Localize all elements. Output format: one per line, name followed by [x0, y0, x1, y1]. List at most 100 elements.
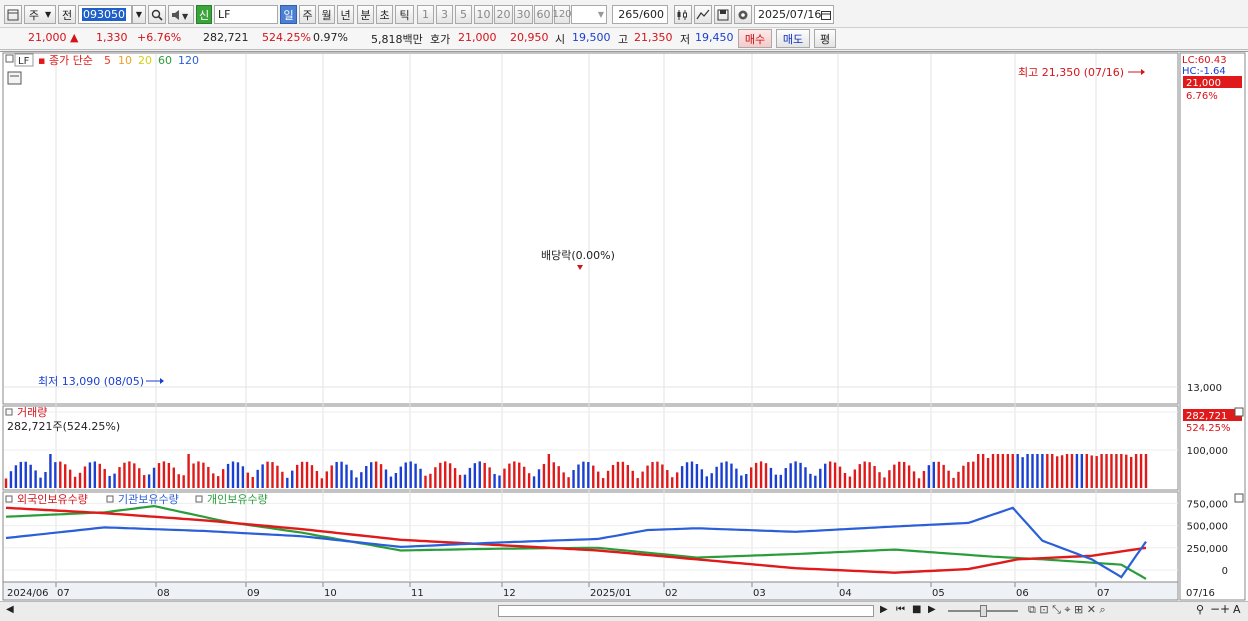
grid-lines: [4, 54, 1178, 582]
close-icon[interactable]: [1234, 407, 1244, 417]
stock-chart[interactable]: 2024/06 07 08 09 10 11 12 2025/01 02 03 04 05 06 07 07…: [0, 51, 1248, 601]
volume-bar: [488, 467, 491, 488]
volume-bar: [552, 462, 555, 488]
volume-bar: [300, 461, 304, 488]
volume-bar: [912, 471, 916, 488]
save-icon[interactable]: [714, 5, 732, 24]
scroll-right-icon[interactable]: ▶: [880, 604, 888, 615]
interval-10[interactable]: 10: [474, 5, 493, 24]
volume-bar: [118, 467, 121, 488]
buy-button[interactable]: 매수: [738, 29, 772, 48]
stock-code-input[interactable]: 093050: [78, 5, 132, 24]
close-icon[interactable]: [1234, 493, 1244, 503]
period-year[interactable]: 년: [337, 5, 354, 24]
interval-120[interactable]: 120: [552, 5, 572, 24]
volume-bar: [991, 454, 995, 488]
play-icon[interactable]: ▶: [928, 604, 936, 615]
volume-bar: [597, 471, 600, 488]
ask-price: 21,000: [458, 31, 497, 44]
zoom-out-icon[interactable]: −: [1210, 602, 1221, 616]
volume-bar: [498, 475, 501, 488]
institution-holding-line: [5, 506, 1147, 579]
gear-icon[interactable]: [734, 5, 752, 24]
volume-ratio: 524.25%: [262, 31, 311, 44]
calculator-icon[interactable]: [7, 71, 22, 85]
volume-bar: [128, 461, 131, 488]
holding-lines: [5, 504, 1147, 580]
volume-bar: [1055, 456, 1059, 488]
low-label: 저: [680, 33, 691, 46]
search-icon[interactable]: [148, 5, 166, 24]
period-week[interactable]: 주: [299, 5, 316, 24]
sell-button[interactable]: 매도: [776, 29, 810, 48]
zoom-search-icon[interactable]: ⚲: [1196, 603, 1205, 616]
prev-button[interactable]: 전: [58, 5, 76, 24]
x-tick-label: 11: [411, 588, 424, 599]
volume-bar: [138, 468, 141, 488]
period-day[interactable]: 일: [280, 5, 297, 24]
chart-svg[interactable]: 2024/06 07 08 09 10 11 12 2025/01 02 03 04 05 06 07 07…: [0, 52, 1248, 602]
interval-1[interactable]: 1: [417, 5, 434, 24]
interval-dropdown[interactable]: ▼: [571, 5, 607, 24]
period-minute[interactable]: 분: [357, 5, 374, 24]
rewind-icon[interactable]: ⏮: [896, 604, 905, 615]
trade-amount: 5,818백만: [371, 33, 423, 46]
volume-bar: [838, 466, 842, 488]
stop-icon[interactable]: ■: [912, 604, 922, 615]
ask-label: 호가: [430, 33, 451, 46]
foreign-box-icon: [5, 495, 13, 503]
count-field[interactable]: 265/600: [612, 5, 668, 24]
volume-bar: [1125, 454, 1128, 488]
volume-bar: [133, 463, 136, 488]
period-second[interactable]: 초: [376, 5, 393, 24]
scroll-left-icon[interactable]: ◀: [6, 604, 14, 615]
x-tick-label: 05: [932, 588, 945, 599]
period-tick[interactable]: 틱: [395, 5, 414, 24]
zoom-slider-handle[interactable]: [980, 605, 987, 617]
stock-name-field[interactable]: LF: [214, 5, 278, 24]
volume-bar: [774, 474, 778, 488]
volume-bar: [295, 464, 299, 488]
x-tick-label: 07: [1097, 588, 1110, 599]
volume-bar: [690, 461, 694, 488]
volume-bar: [611, 465, 615, 488]
volume-title: 거래량: [17, 406, 47, 419]
individual-holding-line: [5, 504, 1147, 580]
volume-bar: [646, 465, 649, 488]
eval-button[interactable]: 평: [814, 29, 836, 48]
period-month[interactable]: 월: [318, 5, 335, 24]
interval-3[interactable]: 3: [436, 5, 453, 24]
volume-bar: [853, 469, 857, 488]
volume-bar: [547, 454, 551, 488]
volume-bar: [458, 474, 462, 488]
calendar-icon[interactable]: [821, 10, 831, 20]
chart-scrollbar[interactable]: ◀ ▶ ⏮ ■ ▶ ⧉ ⊡ ⤡ ⌖ ⊞ ✕ ⌕ ⚲ − + A: [0, 601, 1248, 621]
volume-bar: [740, 475, 743, 488]
view-tools-icon[interactable]: ⧉ ⊡ ⤡ ⌖ ⊞ ✕ ⌕: [1028, 603, 1106, 616]
scroll-thumb[interactable]: [498, 605, 874, 617]
volume-bar: [64, 464, 67, 488]
layout-icon[interactable]: [4, 5, 22, 24]
candle-icon[interactable]: [674, 5, 692, 24]
auto-scale-icon[interactable]: A: [1233, 603, 1241, 616]
volume-bar: [187, 454, 190, 488]
holding-axis-label: 250,000: [1187, 544, 1228, 555]
interval-30[interactable]: 30: [514, 5, 533, 24]
volume-bar: [1036, 454, 1039, 488]
volume-bar: [320, 478, 324, 488]
interval-20[interactable]: 20: [494, 5, 513, 24]
interval-5[interactable]: 5: [455, 5, 472, 24]
volume-bar: [350, 470, 353, 488]
market-select[interactable]: 주 ▼: [24, 5, 56, 24]
volume-tag-box: [1183, 409, 1242, 421]
zoom-in-icon[interactable]: +: [1220, 602, 1231, 616]
date-field[interactable]: 2025/07/16: [754, 5, 834, 24]
interval-60[interactable]: 60: [534, 5, 553, 24]
speaker-icon[interactable]: ▼: [168, 5, 194, 24]
line-tool-icon[interactable]: [694, 5, 712, 24]
volume-bar: [661, 464, 664, 488]
volume-bar: [764, 463, 768, 488]
bid-price: 20,950: [510, 31, 549, 44]
code-dropdown-icon[interactable]: ▼: [132, 5, 146, 24]
volume-bar: [162, 461, 166, 488]
